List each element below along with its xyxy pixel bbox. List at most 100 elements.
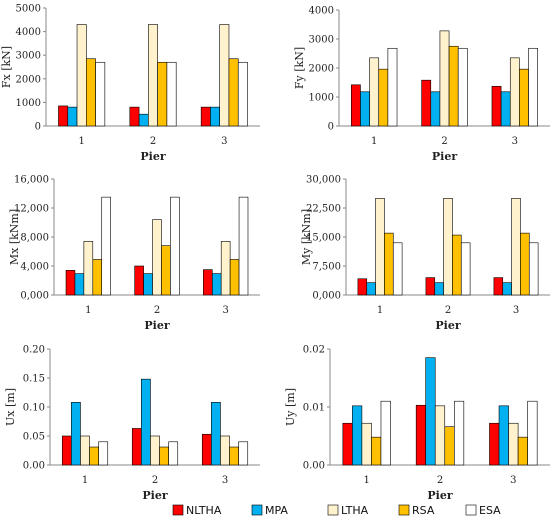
bar-rsa-pier-3: [517, 436, 528, 466]
bar-nltha-pier-1: [61, 435, 72, 466]
x-tick-label: 2: [150, 136, 156, 147]
bar-mpa-pier-2: [141, 378, 151, 466]
bar-rsa-pier-2: [157, 61, 168, 127]
legend-swatch-rsa: [398, 504, 410, 516]
bar-ltha-pier-2: [148, 24, 158, 127]
bar-esa-pier-1: [387, 47, 398, 127]
y-tick-label: 0.15: [23, 374, 45, 385]
bar-nltha-pier-2: [129, 106, 140, 127]
bar-nltha-pier-1: [58, 105, 69, 127]
bar-rsa-pier-2: [448, 45, 459, 127]
y-tick-label: 3000: [309, 35, 334, 46]
bar-ltha-pier-1: [80, 435, 90, 466]
bar-nltha-pier-3: [203, 269, 213, 296]
x-tick-label: 3: [222, 305, 228, 316]
bar-nltha-pier-3: [200, 106, 211, 127]
x-tick-label: 2: [437, 475, 443, 486]
bar-rsa-pier-1: [92, 259, 103, 296]
bar-rsa-pier-1: [384, 232, 394, 296]
bar-ltha-pier-3: [220, 241, 231, 296]
bar-rsa-pier-2: [444, 426, 455, 466]
bar-nltha-pier-3: [489, 422, 500, 466]
y-tick-label: 3000: [16, 51, 41, 62]
y-tick-label: 0.20: [23, 345, 45, 356]
panel-fx: 0 1000 2000 3000 4000 5000 1 2 3 Pier Fx [kN]: [0, 4, 260, 163]
bar-ltha-pier-3: [220, 435, 230, 466]
bar-rsa-pier-1: [378, 68, 389, 127]
bar-ltha-pier-3: [511, 198, 521, 296]
y-tick-label: 30,000: [306, 175, 341, 186]
y-tick-label: 12,000: [14, 204, 49, 215]
bar-esa-pier-2: [170, 196, 180, 296]
bar-esa-pier-3: [238, 441, 249, 466]
bar-mpa-pier-1: [71, 402, 81, 466]
legend: NLTHA MPA LTHA RSA ESA: [172, 504, 501, 517]
y-axis-title: Fx [kN]: [0, 46, 13, 88]
bar-mpa-pier-3: [211, 402, 221, 466]
y-tick-label: 7,500: [312, 262, 341, 273]
x-tick-label: 2: [154, 305, 160, 316]
x-axis-title: Pier: [140, 150, 165, 163]
bar-nltha-pier-3: [201, 433, 212, 466]
panel-uy: 0.00 0.01 0.02 1 2 3 Pier Uy [m]: [284, 345, 550, 502]
legend-label-ltha: LTHA: [341, 504, 369, 517]
bar-nltha-pier-1: [351, 84, 361, 127]
x-tick-label: 3: [510, 475, 516, 486]
bar-mpa-pier-3: [500, 91, 511, 127]
x-tick-label: 1: [363, 475, 369, 486]
y-tick-label: 2000: [309, 64, 334, 75]
bar-ltha-pier-3: [508, 422, 519, 466]
bar-esa-pier-2: [168, 441, 179, 466]
bar-rsa-pier-3: [229, 259, 240, 296]
bar-ltha-pier-2: [443, 198, 453, 296]
bar-ltha-pier-1: [361, 422, 372, 466]
bar-esa-pier-3: [237, 61, 248, 127]
x-axis-title: Pier: [432, 150, 457, 163]
bar-mpa-pier-1: [360, 91, 370, 127]
x-tick-label: 2: [445, 305, 451, 316]
bar-mpa-pier-3: [498, 405, 509, 466]
bar-esa-pier-3: [238, 196, 249, 296]
bar-esa-pier-3: [528, 47, 538, 127]
y-tick-label: 0.10: [23, 403, 45, 414]
x-axis-title: Pier: [435, 319, 460, 332]
y-tick-label: 22,500: [306, 204, 341, 215]
bar-rsa-pier-2: [159, 446, 169, 466]
bar-esa-pier-1: [95, 61, 106, 127]
y-tick-label: 0: [35, 122, 41, 133]
bar-nltha-pier-2: [131, 428, 142, 466]
y-axis-title: Ux [m]: [4, 388, 17, 426]
bar-nltha-pier-2: [415, 404, 427, 466]
x-tick-label: 3: [221, 136, 227, 147]
bar-nltha-pier-3: [491, 85, 502, 127]
bar-rsa-pier-2: [452, 234, 462, 296]
y-axis-title: Fy [kN]: [293, 47, 306, 89]
x-tick-label: 1: [371, 136, 377, 147]
bar-mpa-pier-3: [211, 273, 222, 296]
y-tick-label: 1000: [309, 93, 334, 104]
bar-nltha-pier-1: [342, 422, 353, 466]
bar-nltha-pier-3: [493, 277, 504, 296]
y-tick-label: 8,000: [20, 233, 49, 244]
y-tick-label: 0: [328, 122, 334, 133]
bar-rsa-pier-3: [519, 68, 529, 127]
legend-swatch-ltha: [327, 504, 339, 516]
y-axis-title: Uy [m]: [284, 388, 297, 426]
legend-swatch-mpa: [251, 504, 263, 516]
bar-ltha-pier-2: [439, 30, 450, 127]
y-tick-label: 15,000: [306, 233, 341, 244]
bar-ltha-pier-2: [150, 435, 160, 466]
bar-rsa-pier-3: [520, 232, 530, 296]
x-tick-label: 1: [85, 305, 91, 316]
legend-swatch-nltha: [172, 504, 184, 516]
bar-ltha-pier-3: [219, 24, 230, 127]
bar-rsa-pier-2: [161, 245, 171, 296]
legend-label-mpa: MPA: [265, 504, 288, 517]
bar-esa-pier-2: [166, 61, 177, 127]
bar-esa-pier-1: [98, 441, 109, 466]
bar-ltha-pier-1: [369, 57, 380, 127]
bar-nltha-pier-2: [425, 277, 436, 296]
bar-rsa-pier-1: [86, 58, 96, 127]
x-axis-title: Pier: [427, 489, 452, 502]
